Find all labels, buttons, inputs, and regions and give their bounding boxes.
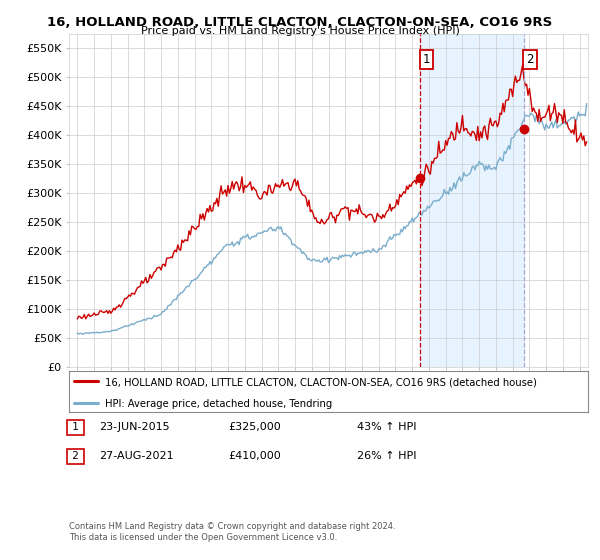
Text: 27-AUG-2021: 27-AUG-2021: [99, 451, 173, 461]
Text: 2: 2: [526, 53, 533, 66]
Text: Price paid vs. HM Land Registry's House Price Index (HPI): Price paid vs. HM Land Registry's House …: [140, 26, 460, 36]
Text: £410,000: £410,000: [228, 451, 281, 461]
Text: 23-JUN-2015: 23-JUN-2015: [99, 422, 170, 432]
Text: 16, HOLLAND ROAD, LITTLE CLACTON, CLACTON-ON-SEA, CO16 9RS: 16, HOLLAND ROAD, LITTLE CLACTON, CLACTO…: [47, 16, 553, 29]
Text: HPI: Average price, detached house, Tendring: HPI: Average price, detached house, Tend…: [106, 399, 332, 409]
Text: 26% ↑ HPI: 26% ↑ HPI: [357, 451, 416, 461]
Text: 2: 2: [69, 451, 82, 461]
Text: £325,000: £325,000: [228, 422, 281, 432]
Text: 1: 1: [422, 53, 430, 66]
Text: This data is licensed under the Open Government Licence v3.0.: This data is licensed under the Open Gov…: [69, 533, 337, 542]
Text: 43% ↑ HPI: 43% ↑ HPI: [357, 422, 416, 432]
Bar: [420, 34, 524, 367]
Text: Contains HM Land Registry data © Crown copyright and database right 2024.: Contains HM Land Registry data © Crown c…: [69, 522, 395, 531]
Text: 16, HOLLAND ROAD, LITTLE CLACTON, CLACTON-ON-SEA, CO16 9RS (detached house): 16, HOLLAND ROAD, LITTLE CLACTON, CLACTO…: [106, 377, 537, 387]
Text: 1: 1: [69, 422, 82, 432]
